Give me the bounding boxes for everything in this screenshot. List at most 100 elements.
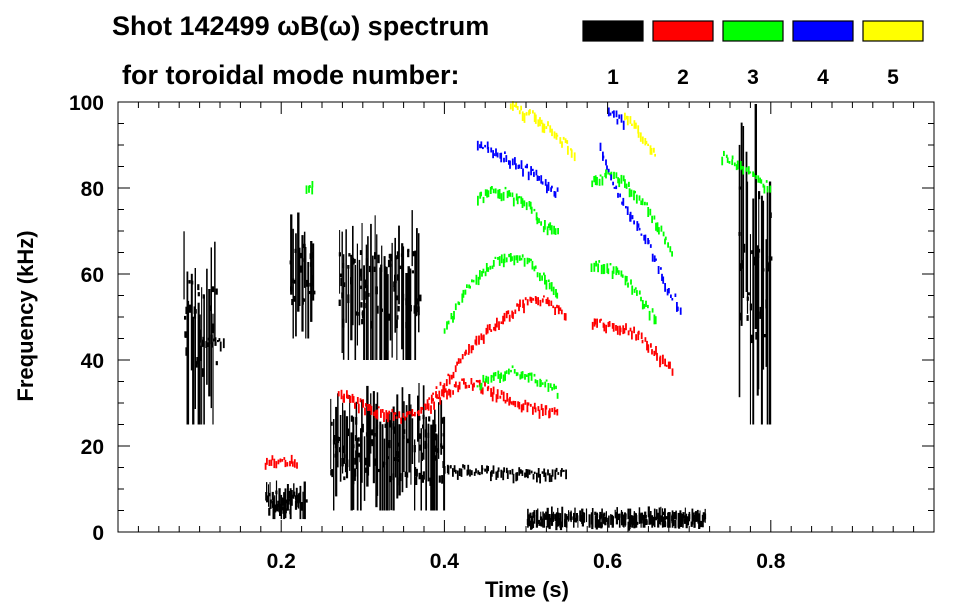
mode-1-point <box>560 469 562 477</box>
mode-4-point <box>476 140 479 151</box>
mode-2-point <box>637 330 640 335</box>
mode-1-streak <box>343 410 346 464</box>
mode-1-point <box>342 262 345 268</box>
mode-1-streak <box>616 507 618 517</box>
mode-1-streak <box>295 233 297 337</box>
mode-4-point <box>538 176 540 181</box>
mode-1-point <box>215 361 218 366</box>
mode-1-point <box>657 520 660 528</box>
mode-1-point <box>762 268 765 272</box>
mode-3-point <box>511 256 513 261</box>
mode-1-point <box>463 464 466 470</box>
mode-1-point <box>266 495 269 503</box>
mode-3-point <box>536 217 539 225</box>
mode-2-track <box>264 454 298 470</box>
mode-3-point <box>620 270 623 277</box>
mode-1-streak <box>345 229 347 323</box>
mode-3-point <box>739 161 742 171</box>
mode-1-point <box>739 264 742 269</box>
mode-2-point <box>532 406 534 415</box>
mode-1-point <box>656 512 659 520</box>
mode-2-point <box>546 297 549 305</box>
mode-1-point <box>357 437 360 442</box>
mode-3-point <box>503 253 506 263</box>
mode-1-point <box>336 436 340 444</box>
mode-2-point <box>662 354 664 365</box>
mode-3-point <box>651 308 654 313</box>
mode-1-point <box>688 513 691 520</box>
mode-3-point <box>656 222 659 233</box>
mode-5-point <box>637 125 640 134</box>
mode-3-point <box>471 279 473 283</box>
mode-1-point <box>617 513 621 521</box>
mode-4-point <box>671 298 674 301</box>
mode-1-point <box>341 292 344 299</box>
mode-3-point <box>475 274 478 285</box>
mode-2-point <box>367 404 369 411</box>
mode-2-point <box>534 407 537 413</box>
mode-4-point <box>647 240 650 244</box>
mode-4-point <box>621 201 623 205</box>
mode-2-point <box>493 326 495 331</box>
mode-3-point <box>600 264 603 275</box>
mode-2-point <box>296 462 298 469</box>
mode-5-point <box>573 152 576 162</box>
mode-1-point <box>749 303 752 311</box>
mode-3-point <box>509 253 512 262</box>
mode-3-point <box>753 173 755 177</box>
mode-1-point <box>300 265 303 273</box>
mode-3-point <box>500 254 503 264</box>
mode-4-point <box>655 258 657 261</box>
mode-2-point <box>283 457 286 460</box>
mode-1-point <box>210 334 213 345</box>
mode-1-streak <box>696 509 699 522</box>
mode-2-point <box>473 382 475 388</box>
mode-3-point <box>633 288 636 293</box>
mode-2-track <box>337 295 567 424</box>
y-tick-label: 40 <box>81 350 104 373</box>
mode-2-point <box>385 410 388 420</box>
mode-1-point <box>343 476 346 481</box>
mode-1-point <box>271 491 274 501</box>
mode-1-streak <box>375 403 378 508</box>
mode-2-point <box>370 405 373 415</box>
mode-3-point <box>533 266 536 272</box>
mode-1-streak <box>418 383 420 463</box>
mode-1-streak <box>664 508 666 521</box>
mode-3-point <box>520 371 523 379</box>
mode-1-streak <box>768 181 772 425</box>
mode-3-point <box>597 263 599 273</box>
mode-1-point <box>301 297 304 305</box>
mode-3-point <box>500 372 502 379</box>
mode-1-point <box>397 305 400 312</box>
mode-1-point <box>406 438 409 444</box>
mode-2-point <box>340 389 343 400</box>
mode-1-point <box>449 465 452 469</box>
mode-4-point <box>644 234 647 245</box>
mode-3-point <box>555 385 557 390</box>
mode-3-point <box>515 255 518 261</box>
mode-5-point <box>543 123 546 134</box>
mode-1-streak <box>398 225 400 305</box>
mode-1-point <box>414 276 418 285</box>
mode-1-point <box>770 256 773 261</box>
mode-3-point <box>769 185 772 193</box>
mode-1-point <box>352 477 355 485</box>
mode-3-point <box>541 275 543 281</box>
mode-3-point <box>464 289 467 295</box>
mode-1-streak <box>289 488 292 520</box>
mode-2-point <box>465 349 467 355</box>
mode-1-point <box>648 516 651 525</box>
mode-3-point <box>484 271 487 277</box>
mode-1-point <box>419 294 422 302</box>
mode-1-point <box>310 281 313 287</box>
mode-1-streak <box>573 512 575 528</box>
mode-1-point <box>335 451 338 458</box>
mode-1-point <box>418 415 421 421</box>
mode-1-point <box>352 444 355 449</box>
mode-1-point <box>529 512 532 518</box>
mode-1-point <box>487 466 489 472</box>
mode-1-point <box>615 515 618 525</box>
mode-3-point <box>736 160 739 170</box>
mode-3-point <box>542 226 545 233</box>
